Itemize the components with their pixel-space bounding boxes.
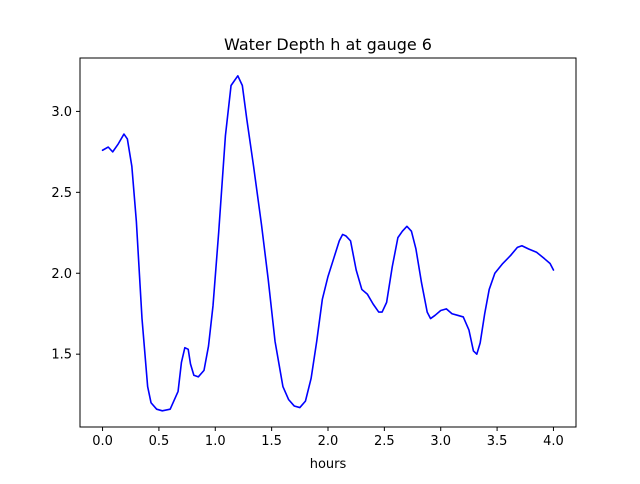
x-tick-label: 2.5 xyxy=(374,434,395,449)
series-line-0 xyxy=(101,75,555,412)
y-tick-label: 2.0 xyxy=(51,267,72,282)
y-tick-label: 2.5 xyxy=(51,186,72,201)
plot-background xyxy=(80,58,576,427)
x-tick-label: 0.0 xyxy=(92,434,113,449)
chart-title: Water Depth h at gauge 6 xyxy=(224,35,432,54)
plot-area xyxy=(80,58,576,427)
x-tick-label: 1.0 xyxy=(205,434,226,449)
x-axis-label: hours xyxy=(310,457,347,472)
x-tick-label: 4.0 xyxy=(543,434,564,449)
axes-layer: 0.0 0.5 1.0 1.5 2.0 2.5 3.0 3.5 4.0 1.5 2.0 2.5 3.0 xyxy=(51,57,577,449)
x-tick-label: 0.5 xyxy=(149,434,170,449)
y-tick-label: 1.5 xyxy=(51,348,72,363)
y-tick-label: 3.0 xyxy=(51,105,72,120)
x-tick-label: 3.5 xyxy=(487,434,508,449)
x-tick-label: 2.0 xyxy=(318,434,339,449)
x-tick-label: 1.5 xyxy=(261,434,282,449)
series-layer xyxy=(101,75,555,412)
x-tick-label: 3.0 xyxy=(430,434,451,449)
